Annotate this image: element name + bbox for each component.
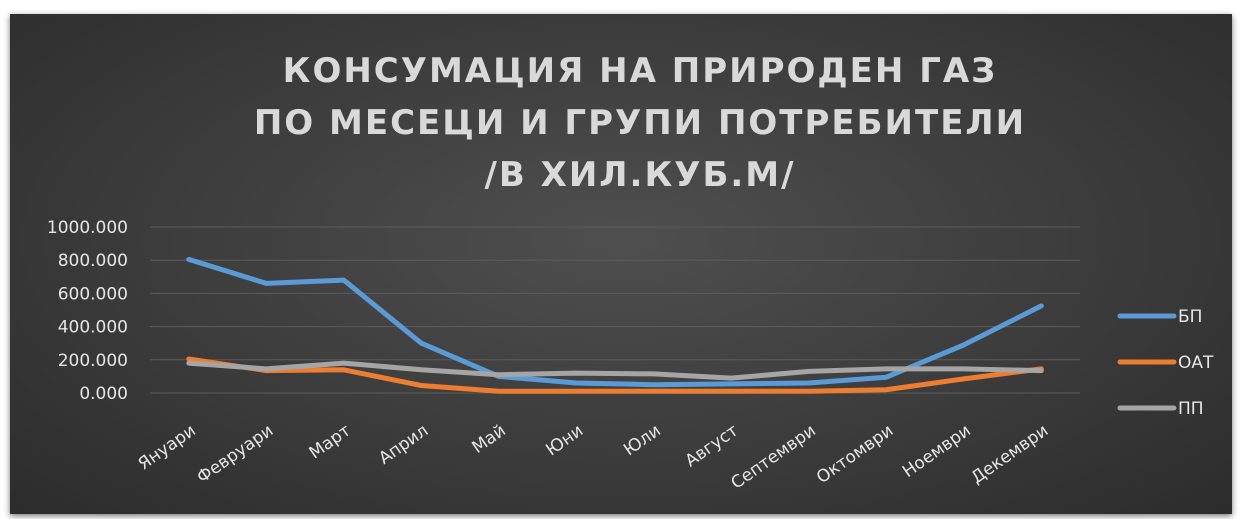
legend-label: ПП	[1178, 399, 1204, 419]
y-tick-label: 200.000	[58, 351, 128, 371]
x-tick-label: Ноември	[899, 421, 975, 482]
y-tick-label: 400.000	[58, 318, 128, 338]
series-lines	[186, 256, 1044, 394]
chart-title: КОНСУМАЦИЯ НА ПРИРОДЕН ГАЗ ПО МЕСЕЦИ И Г…	[254, 51, 1026, 195]
chart-title-line-1: КОНСУМАЦИЯ НА ПРИРОДЕН ГАЗ	[283, 51, 998, 91]
x-tick-label: Август	[682, 421, 743, 472]
x-tick-label: Януари	[135, 421, 200, 475]
x-tick-label: Април	[375, 421, 432, 469]
x-tick-label: Октомври	[813, 421, 897, 488]
chart-area: КОНСУМАЦИЯ НА ПРИРОДЕН ГАЗ ПО МЕСЕЦИ И Г…	[10, 14, 1232, 514]
x-tick-label: Декември	[968, 421, 1053, 489]
y-tick-label: 600.000	[58, 284, 128, 304]
x-tick-label: Февруари	[193, 421, 277, 488]
legend-label: ОАТ	[1178, 353, 1214, 373]
x-tick-label: Май	[469, 421, 510, 458]
legend-label: БП	[1178, 307, 1202, 327]
y-axis-ticks: 0.000 200.000 400.000 600.000 800.000 1000.00…	[47, 218, 128, 404]
chart-title-line-3: /В ХИЛ.КУБ.М/	[484, 155, 795, 195]
x-tick-label: Юли	[620, 421, 664, 460]
y-tick-label: 1000.000	[47, 218, 128, 238]
series-line-2	[186, 356, 1044, 394]
chart-title-line-2: ПО МЕСЕЦИ И ГРУПИ ПОТРЕБИТЕЛИ	[254, 103, 1026, 143]
y-tick-label: 800.000	[58, 251, 128, 271]
x-tick-label: Септември	[727, 421, 819, 494]
chart-svg: КОНСУМАЦИЯ НА ПРИРОДЕН ГАЗ ПО МЕСЕЦИ И Г…	[47, 51, 1214, 494]
series-line-1	[186, 256, 1044, 388]
series-line-3	[186, 360, 1044, 381]
legend: БП ОАТ ПП	[1117, 307, 1214, 419]
gridlines	[150, 226, 1080, 394]
y-tick-label: 0.000	[79, 384, 128, 404]
x-tick-label: Март	[306, 421, 355, 464]
x-tick-label: Юни	[542, 421, 587, 461]
